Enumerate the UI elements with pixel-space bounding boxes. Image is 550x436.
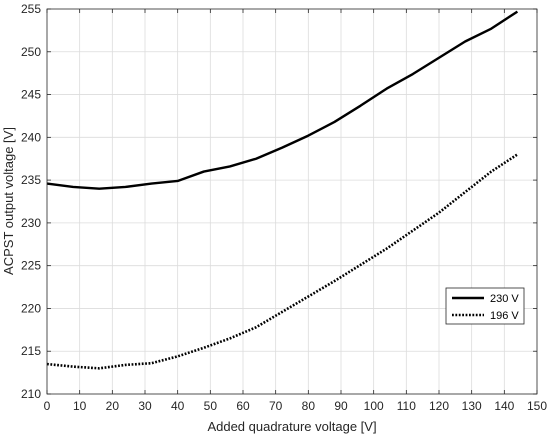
legend-box — [445, 287, 525, 325]
x-tick-label: 140 — [494, 399, 514, 413]
x-tick-label: 110 — [397, 399, 416, 413]
series-layer — [46, 10, 519, 370]
legend-label-230v: 230 V — [490, 293, 519, 305]
x-tick-label: 100 — [364, 399, 384, 413]
plot-background — [47, 9, 537, 394]
x-axis-title: Added quadrature voltage [V] — [207, 419, 376, 434]
y-tick-label: 230 — [21, 216, 41, 230]
y-tick-label: 215 — [21, 344, 41, 358]
y-tick-label: 225 — [21, 259, 41, 273]
x-tick-label: 120 — [429, 399, 449, 413]
x-tick-label: 90 — [334, 399, 348, 413]
plot-frame — [46, 8, 538, 395]
x-tick-label: 30 — [138, 399, 152, 413]
x-tick-label: 40 — [171, 399, 185, 413]
y-tick-label: 210 — [21, 387, 41, 401]
series-line-1 — [46, 153, 519, 370]
y-tick-label: 240 — [21, 130, 41, 144]
y-tick-label: 250 — [21, 45, 41, 59]
y-tick-label: 255 — [21, 2, 41, 16]
x-tick-label: 70 — [269, 399, 283, 413]
x-tick-label: 10 — [73, 399, 87, 413]
x-tick-label: 20 — [106, 399, 120, 413]
x-tick-label: 60 — [236, 399, 250, 413]
y-axis-title: ACPST output voltage [V] — [1, 127, 16, 275]
grid — [47, 9, 537, 394]
series-line-0 — [46, 10, 519, 190]
x-tick-label: 0 — [44, 399, 51, 413]
tick-labels: 0 10 20 30 40 50 60 70 80 90 100 110 120 130 140 150 210… — [21, 2, 547, 413]
y-tick-label: 245 — [21, 88, 41, 102]
x-tick-label: 80 — [302, 399, 316, 413]
legend-label-196v: 196 V — [490, 310, 519, 322]
x-tick-label: 130 — [462, 399, 482, 413]
legend: 230 V 196 V — [445, 287, 525, 325]
ticks — [46, 8, 538, 395]
y-tick-label: 235 — [21, 173, 41, 187]
x-tick-label: 50 — [204, 399, 218, 413]
y-tick-label: 220 — [21, 301, 41, 315]
x-tick-label: 150 — [527, 399, 547, 413]
